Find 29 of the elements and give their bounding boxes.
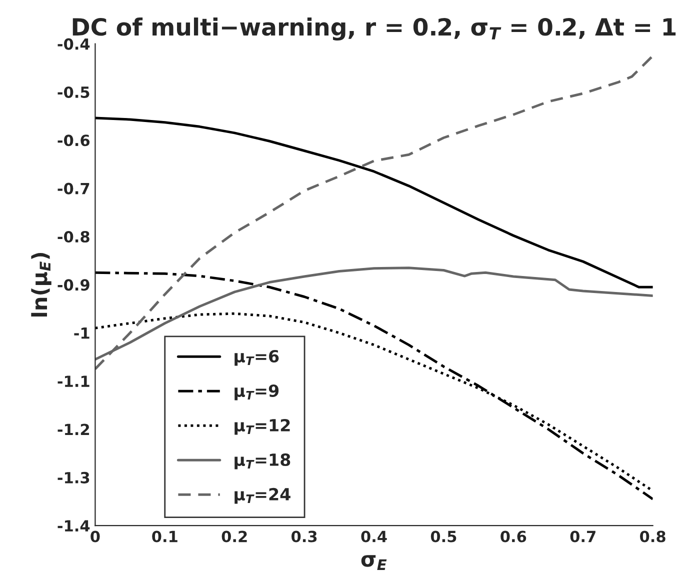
- y-tick-label: -0.4: [58, 38, 90, 50]
- x-tick-label: 0.7: [570, 530, 596, 542]
- x-tick-label: 0.8: [640, 530, 666, 542]
- x-tick-label: 0.5: [430, 530, 456, 542]
- x-tick-label: 0.6: [500, 530, 526, 542]
- legend-label: μ$_{T}$=9: [234, 384, 279, 400]
- y-tick-label: -0.5: [58, 86, 90, 98]
- legend-label: μ$_{T}$=18: [234, 453, 290, 470]
- y-tick-label: -0.6: [58, 134, 90, 146]
- line-series: [95, 116, 653, 288]
- legend-label: μ$_{T}$=24: [234, 488, 290, 504]
- x-tick-label: 0.2: [222, 530, 247, 542]
- y-axis-title: ln(μ$_{E}$): [31, 252, 52, 316]
- x-tick-label: 0.1: [152, 530, 178, 542]
- legend-label: μ$_{T}$=12: [234, 418, 290, 435]
- y-tick-label: -0.7: [58, 182, 90, 194]
- y-tick-label: -1.4: [58, 520, 90, 532]
- x-tick-label: 0: [90, 530, 100, 542]
- y-tick-label: -0.9: [58, 279, 90, 291]
- x-tick-label: 0.3: [292, 530, 317, 542]
- x-tick-label: 0.4: [361, 530, 387, 542]
- y-tick-label: -0.8: [58, 230, 90, 243]
- y-tick-label: -1.1: [58, 376, 90, 387]
- line-series: [95, 54, 653, 370]
- legend-label: μ$_{T}$=6: [234, 350, 279, 366]
- x-axis-title: σ$_{E}$: [361, 555, 387, 570]
- y-tick-label: -1: [74, 328, 90, 339]
- y-tick-label: -1.2: [58, 424, 90, 436]
- y-tick-label: -1.3: [58, 472, 90, 484]
